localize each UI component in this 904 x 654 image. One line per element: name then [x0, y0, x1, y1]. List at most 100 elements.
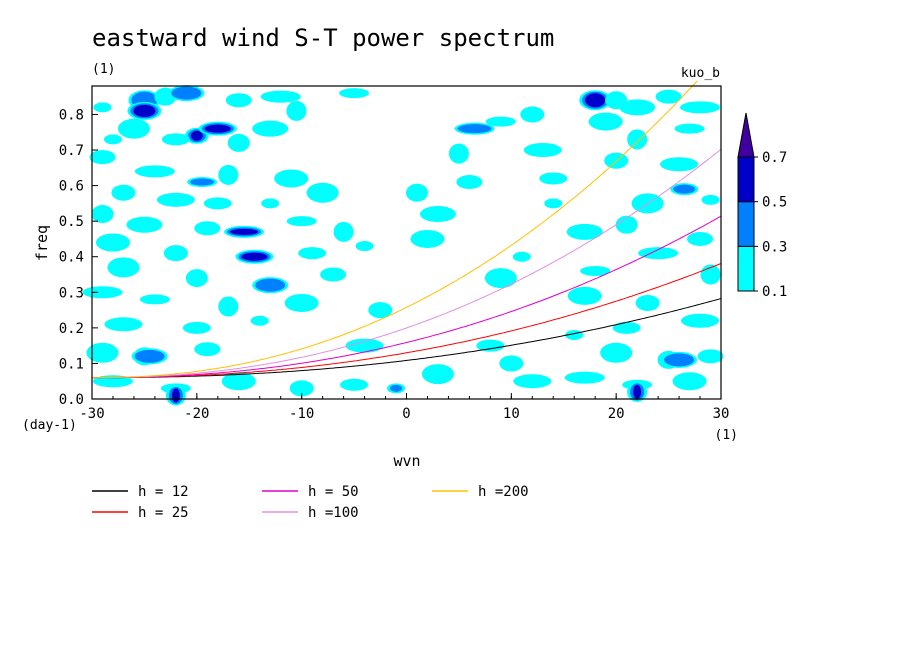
power-spot — [619, 99, 656, 116]
power-spot — [419, 206, 456, 223]
power-spot-core — [255, 278, 286, 292]
dispersion-curves — [92, 80, 722, 379]
power-spot-core — [457, 124, 492, 134]
power-spot — [111, 184, 136, 201]
x-tick-label: -30 — [79, 406, 104, 422]
power-spot — [286, 100, 307, 121]
legend-label: h = 12 — [138, 484, 189, 500]
power-spot-core — [171, 86, 202, 100]
power-spot-core — [664, 353, 695, 367]
power-spot — [612, 321, 641, 334]
power-spot — [448, 143, 469, 164]
power-spot-core — [633, 384, 642, 399]
power-spot — [86, 342, 119, 363]
y-tick-label: 0.4 — [59, 250, 84, 266]
power-spot — [306, 182, 339, 203]
colorbar-extend — [737, 112, 755, 158]
power-spot — [523, 143, 562, 158]
power-spot — [339, 88, 370, 99]
power-spot — [261, 198, 280, 209]
power-spot — [588, 112, 623, 131]
power-spot — [485, 116, 516, 127]
y-tick-label: 0.3 — [59, 285, 84, 301]
x-tick-label: 20 — [608, 406, 625, 422]
power-spot — [410, 229, 445, 248]
power-spot — [566, 223, 603, 240]
power-spot-core — [230, 228, 259, 235]
title-right-note: kuo_b — [681, 66, 720, 81]
power-spot — [604, 152, 629, 169]
power-spot — [252, 120, 289, 137]
power-spot — [638, 247, 679, 260]
power-spot — [274, 169, 309, 188]
legend-label: h =100 — [308, 505, 359, 521]
y-tick-label: 0.2 — [59, 321, 84, 337]
x-tick-label: 30 — [713, 406, 730, 422]
power-spot — [289, 380, 314, 397]
power-spot — [250, 315, 269, 326]
power-spot — [225, 93, 252, 108]
power-spot — [355, 241, 374, 252]
power-spot — [697, 349, 724, 364]
power-spot — [333, 221, 354, 242]
colorbar-segment — [737, 245, 755, 292]
power-spot — [194, 221, 221, 236]
power-spot — [660, 157, 699, 172]
power-spot — [340, 378, 369, 391]
power-spot-core — [585, 93, 606, 108]
power-spot — [368, 302, 393, 319]
power-spot — [476, 339, 505, 352]
power-spot — [104, 317, 143, 332]
power-spot-core — [673, 184, 696, 194]
x-tick-label: 10 — [503, 406, 520, 422]
power-spot-core — [241, 252, 268, 261]
y-tick-label: 0.0 — [59, 392, 84, 408]
y-tick-label: 0.7 — [59, 143, 84, 159]
colorbar-label: 0.1 — [762, 284, 787, 300]
power-spot — [635, 294, 660, 311]
power-spot — [672, 372, 707, 391]
x-axis-label: wvn — [393, 452, 420, 470]
plot-area — [82, 80, 724, 406]
power-spot — [615, 215, 638, 234]
power-spot — [194, 342, 221, 357]
power-spot-core — [134, 349, 165, 363]
power-spot — [539, 172, 568, 185]
power-spot — [544, 198, 563, 209]
power-spot — [117, 118, 150, 139]
power-contours — [82, 85, 724, 406]
power-spot — [134, 165, 175, 178]
power-spot — [221, 372, 256, 391]
y-unit-label: (day-1) — [22, 418, 77, 433]
curve-50 — [92, 215, 722, 379]
power-spot — [126, 216, 163, 233]
power-spot — [182, 321, 211, 334]
power-spot — [139, 294, 170, 305]
colorbar-label: 0.3 — [762, 239, 787, 255]
power-spot — [284, 293, 319, 312]
y-tick-label: 0.1 — [59, 356, 84, 372]
y-tick-label: 0.5 — [59, 214, 84, 230]
power-spot — [218, 164, 239, 185]
power-spot — [680, 101, 721, 114]
legend-label: h = 50 — [308, 484, 359, 500]
colorbar-segment — [737, 156, 755, 203]
power-spot — [499, 355, 524, 372]
power-spot — [627, 129, 648, 150]
power-spot — [103, 134, 122, 145]
power-spot-core — [204, 124, 231, 133]
power-spot — [456, 175, 483, 190]
curve-12 — [92, 298, 722, 379]
y-axis-label: freq — [33, 225, 51, 261]
power-spot — [203, 197, 232, 210]
x-tick-label: 0 — [402, 406, 410, 422]
chart-title: eastward wind S-T power spectrum — [92, 24, 554, 52]
power-spot — [185, 269, 208, 288]
power-spot — [701, 194, 720, 205]
power-spot — [161, 133, 190, 146]
power-spot — [107, 257, 140, 278]
colorbar: 0.1 0.3 0.5 0.7 — [737, 112, 787, 300]
power-spot — [91, 205, 114, 224]
legend-label: h =200 — [478, 484, 529, 500]
power-spot — [93, 102, 112, 113]
